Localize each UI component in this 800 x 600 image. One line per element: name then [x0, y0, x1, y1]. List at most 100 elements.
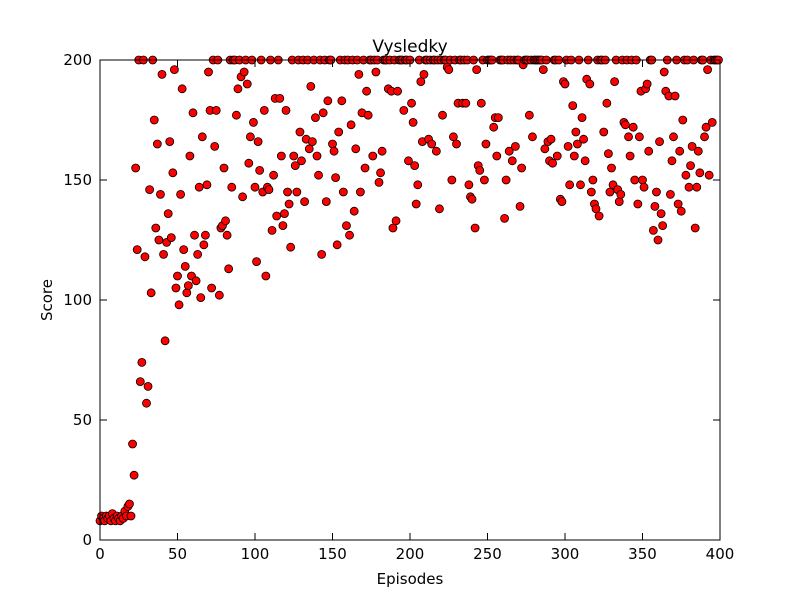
- x-tick-label: 100: [241, 545, 270, 563]
- data-point: [231, 110, 241, 120]
- data-point: [695, 168, 705, 178]
- data-point: [500, 213, 509, 223]
- data-point: [157, 70, 167, 79]
- data-point: [707, 118, 717, 127]
- data-point: [176, 189, 186, 199]
- data-point: [290, 161, 300, 171]
- data-point: [154, 235, 164, 245]
- data-point: [447, 175, 457, 185]
- data-point: [464, 180, 474, 190]
- data-point: [371, 67, 381, 77]
- data-point: [334, 127, 344, 137]
- data-point: [173, 271, 182, 281]
- data-point: [307, 137, 317, 147]
- data-point: [280, 209, 289, 219]
- data-point: [693, 146, 703, 156]
- data-point: [573, 139, 582, 149]
- data-point: [272, 211, 282, 221]
- data-point: [481, 139, 491, 149]
- data-point: [616, 189, 626, 199]
- data-point: [669, 132, 678, 142]
- data-point: [159, 249, 168, 259]
- data-point: [242, 79, 252, 89]
- data-point: [407, 98, 416, 108]
- data-point: [210, 141, 220, 151]
- data-point: [630, 175, 640, 185]
- data-point: [355, 187, 365, 197]
- x-tick-label: 400: [706, 545, 735, 563]
- data-point: [588, 175, 598, 185]
- data-point: [563, 141, 573, 151]
- data-point: [238, 192, 248, 202]
- data-point: [580, 156, 590, 166]
- data-point: [259, 106, 269, 115]
- data-point: [607, 163, 616, 173]
- data-point: [185, 151, 195, 161]
- data-point: [492, 151, 502, 161]
- data-point: [245, 132, 255, 142]
- data-point: [196, 293, 206, 303]
- data-point: [667, 156, 677, 166]
- data-point: [416, 77, 426, 86]
- data-point: [571, 127, 581, 137]
- data-point: [191, 276, 201, 286]
- data-point: [278, 221, 288, 231]
- data-point: [444, 65, 454, 74]
- data-point: [183, 281, 193, 291]
- data-point: [540, 144, 550, 154]
- data-point: [569, 151, 579, 161]
- data-point: [211, 106, 221, 115]
- data-point: [227, 182, 237, 192]
- data-point: [342, 221, 351, 231]
- data-point: [131, 163, 141, 173]
- data-point: [476, 98, 486, 108]
- data-point: [129, 470, 139, 480]
- y-axis-label: Score: [38, 279, 56, 321]
- data-point: [363, 110, 373, 120]
- data-point: [653, 235, 663, 245]
- data-point: [475, 165, 485, 175]
- data-point: [692, 182, 702, 192]
- data-point: [410, 161, 420, 171]
- data-point: [501, 175, 511, 185]
- data-point: [166, 233, 176, 243]
- data-point: [312, 151, 322, 161]
- x-tick-label: 50: [168, 545, 187, 563]
- data-point: [140, 252, 150, 262]
- data-point: [703, 65, 712, 74]
- data-point: [511, 141, 520, 151]
- data-point: [214, 290, 224, 300]
- data-point: [489, 122, 499, 132]
- data-point: [349, 206, 359, 216]
- data-point: [413, 180, 423, 190]
- data-point: [323, 96, 333, 106]
- data-point: [701, 122, 711, 132]
- data-point: [704, 170, 714, 180]
- data-point: [515, 201, 525, 211]
- data-point: [239, 67, 249, 77]
- data-point: [249, 118, 258, 127]
- data-point: [199, 240, 209, 250]
- data-point: [182, 288, 192, 298]
- data-point: [659, 67, 669, 77]
- x-tick-label: 350: [628, 545, 657, 563]
- data-point: [404, 156, 413, 166]
- data-point: [479, 175, 489, 185]
- data-point: [644, 146, 654, 156]
- data-point: [493, 113, 503, 122]
- data-point: [666, 189, 675, 199]
- data-point: [656, 209, 666, 219]
- data-point: [321, 197, 331, 207]
- data-point: [337, 96, 347, 106]
- data-point: [221, 216, 230, 226]
- data-point: [177, 84, 187, 94]
- data-point: [560, 79, 570, 89]
- x-axis-label: Episodes: [377, 570, 444, 588]
- data-point: [504, 146, 514, 156]
- data-point: [594, 211, 604, 221]
- data-point: [300, 197, 310, 207]
- data-point: [568, 101, 578, 110]
- data-point: [145, 185, 155, 195]
- data-point: [604, 149, 613, 159]
